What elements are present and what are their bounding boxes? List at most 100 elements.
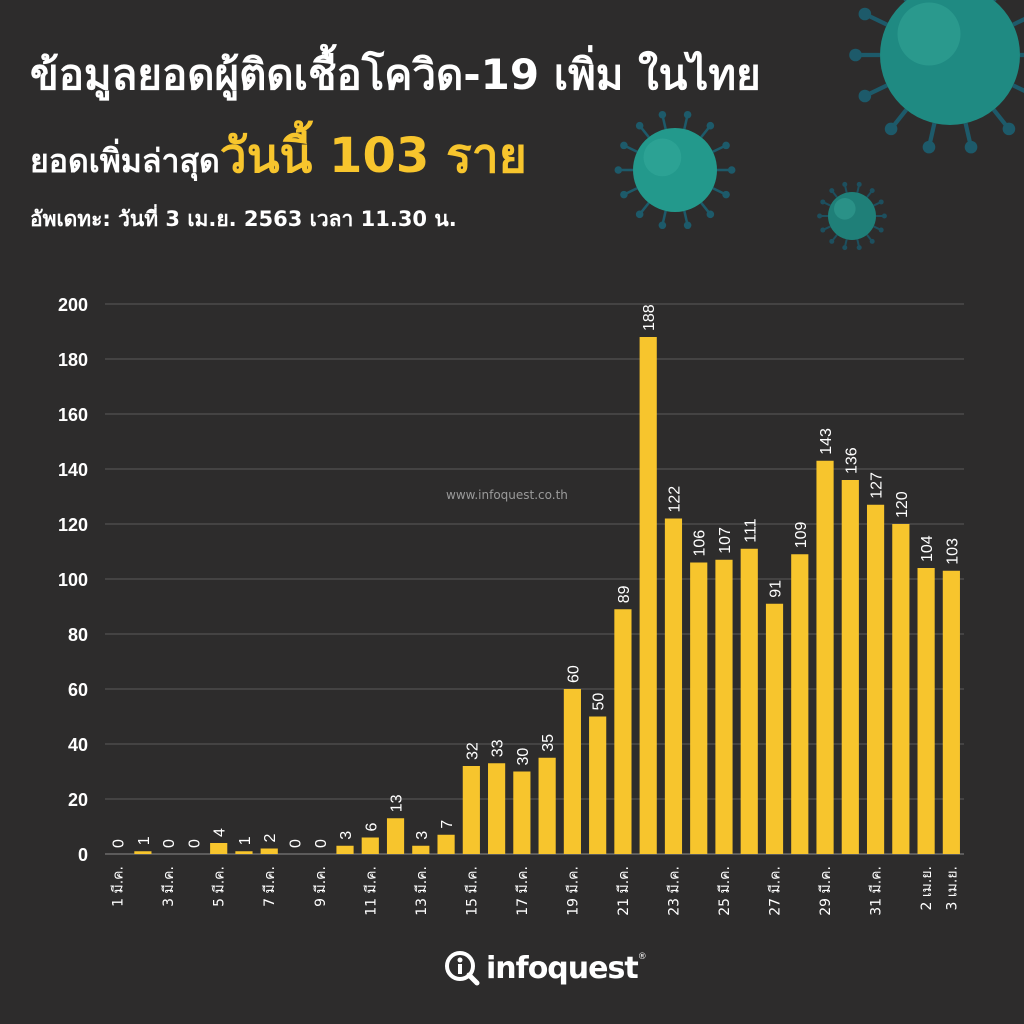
x-tick-label: 3 เม.ย. xyxy=(944,866,960,910)
bar xyxy=(614,609,632,854)
bar xyxy=(513,771,531,854)
bar xyxy=(210,843,228,854)
data-label: 6 xyxy=(363,823,380,832)
data-label: 103 xyxy=(944,538,961,565)
bar xyxy=(942,570,960,854)
y-tick-label: 60 xyxy=(68,680,88,700)
data-label: 33 xyxy=(490,739,507,757)
bar xyxy=(765,603,784,854)
bar xyxy=(134,851,152,854)
bar xyxy=(437,834,455,854)
x-tick-label: 2 เม.ย. xyxy=(919,866,935,910)
bar xyxy=(715,559,733,854)
x-tick-label: 29 มี.ค. xyxy=(818,866,834,916)
infoquest-logo: infoquest ® xyxy=(444,950,647,986)
subtitle: ยอดเพิ่มล่าสุดวันนี้ 103 ราย xyxy=(30,118,527,194)
x-tick-label: 31 มี.ค. xyxy=(869,866,885,916)
data-label: 109 xyxy=(793,521,810,548)
bar xyxy=(917,568,935,854)
x-tick-label: 1 มี.ค. xyxy=(111,866,127,907)
y-tick-label: 120 xyxy=(58,515,88,535)
data-label: 104 xyxy=(919,535,936,562)
data-label: 0 xyxy=(313,839,330,848)
x-tick-label: 3 มี.ค. xyxy=(161,866,177,907)
bar xyxy=(639,337,657,854)
data-label: 1 xyxy=(237,836,254,845)
logo-text: infoquest xyxy=(486,950,639,986)
bar xyxy=(816,460,834,854)
x-tick-label: 17 มี.ค. xyxy=(515,866,531,916)
bar xyxy=(538,757,556,854)
x-axis: 1 มี.ค. 3 มี.ค. 5 มี.ค. 7 มี.ค. 9 มี.ค. 11 มี… xyxy=(111,866,961,916)
data-label: 0 xyxy=(111,839,128,848)
magnifier-icon xyxy=(445,951,480,986)
subtitle-highlight: วันนี้ 103 ราย xyxy=(219,128,527,184)
bar xyxy=(589,716,607,854)
bar xyxy=(361,837,379,854)
x-tick-label: 19 มี.ค. xyxy=(565,866,581,916)
bar xyxy=(664,518,683,854)
x-tick-label: 15 มี.ค. xyxy=(464,866,480,916)
y-tick-label: 20 xyxy=(68,790,88,810)
data-label: 0 xyxy=(287,839,304,848)
x-tick-label: 25 มี.ค. xyxy=(717,866,733,916)
logo-registered: ® xyxy=(637,952,647,962)
y-tick-label: 200 xyxy=(58,295,88,315)
x-tick-label: 27 มี.ค. xyxy=(768,866,784,916)
update-timestamp: อัพเดทะ: วันที่ 3 เม.ย. 2563 เวลา 11.30 … xyxy=(30,207,457,231)
data-label: 13 xyxy=(389,794,406,812)
data-label: 89 xyxy=(616,585,633,603)
data-label: 3 xyxy=(414,831,431,840)
y-axis: 0 20 40 60 80 100 120 140 160 180 200 xyxy=(58,295,88,865)
bars xyxy=(134,337,960,854)
data-label: 122 xyxy=(666,486,683,513)
virus-decoration-icon xyxy=(614,0,1024,251)
bar xyxy=(462,766,480,854)
watermark: www.infoquest.co.th xyxy=(446,488,568,502)
data-label: 188 xyxy=(641,304,658,331)
data-label: 143 xyxy=(818,428,835,455)
data-label: 2 xyxy=(262,834,279,843)
bar xyxy=(260,848,278,854)
x-tick-label: 5 มี.ค. xyxy=(212,866,228,907)
y-tick-label: 180 xyxy=(58,350,88,370)
x-tick-label: 21 มี.ค. xyxy=(616,866,632,916)
data-label: 91 xyxy=(768,580,785,598)
data-label: 127 xyxy=(869,472,886,499)
y-tick-label: 140 xyxy=(58,460,88,480)
data-label: 136 xyxy=(843,447,860,474)
x-tick-label: 11 มี.ค. xyxy=(363,866,379,916)
data-label: 3 xyxy=(338,831,355,840)
x-tick-label: 13 มี.ค. xyxy=(414,866,430,916)
data-label: 30 xyxy=(515,748,532,766)
bar xyxy=(235,851,253,854)
data-label: 120 xyxy=(894,491,911,518)
page-title: ข้อมูลยอดผู้ติดเชื้อโควิด-19 เพิ่ม ในไทย xyxy=(30,50,761,99)
bar xyxy=(866,504,885,854)
bar xyxy=(740,548,758,854)
bar xyxy=(412,845,430,854)
data-label: 111 xyxy=(742,518,759,542)
bar xyxy=(791,554,809,854)
data-label: 35 xyxy=(540,734,557,752)
x-tick-label: 23 มี.ค. xyxy=(666,866,682,916)
data-label: 32 xyxy=(464,742,481,760)
data-label: 0 xyxy=(186,839,203,848)
y-tick-label: 80 xyxy=(68,625,88,645)
data-label: 0 xyxy=(161,839,178,848)
y-tick-label: 160 xyxy=(58,405,88,425)
bar xyxy=(488,763,506,854)
y-tick-label: 40 xyxy=(68,735,88,755)
data-label: 50 xyxy=(591,693,608,711)
bar xyxy=(336,845,354,854)
data-label: 4 xyxy=(212,828,229,837)
x-tick-label: 7 มี.ค. xyxy=(262,866,278,907)
data-label: 1 xyxy=(136,836,153,845)
bar xyxy=(386,818,405,854)
bar xyxy=(563,689,581,854)
x-tick-label: 9 มี.ค. xyxy=(313,866,329,907)
data-label: 106 xyxy=(692,530,709,557)
y-tick-label: 0 xyxy=(78,845,88,865)
